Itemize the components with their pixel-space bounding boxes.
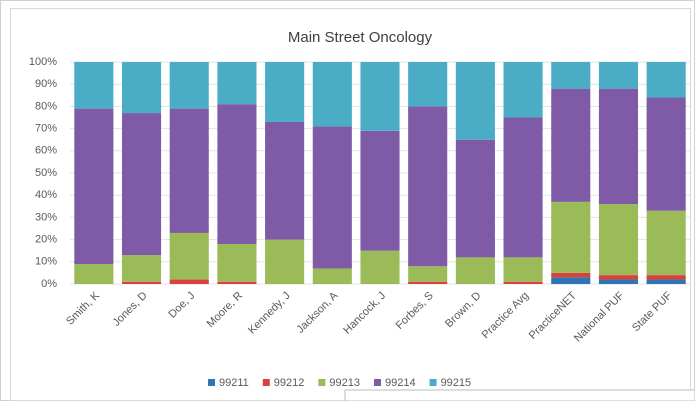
bar-segment xyxy=(312,268,352,284)
bar-segment xyxy=(598,279,639,284)
overlay-box xyxy=(344,389,695,401)
bar-segment xyxy=(360,250,400,284)
bar-segment xyxy=(360,130,400,251)
legend-swatch xyxy=(429,379,437,386)
bar-segment xyxy=(646,210,686,276)
bar-segment xyxy=(408,281,448,284)
bar-segment xyxy=(455,257,495,284)
bar-segment xyxy=(265,62,305,122)
bar-segment xyxy=(74,62,114,109)
y-tick-label: 90% xyxy=(35,78,57,90)
bar-segment xyxy=(121,255,162,282)
legend-swatch xyxy=(262,379,270,386)
bar-segment xyxy=(551,277,591,284)
y-tick-label: 30% xyxy=(35,211,57,223)
bar-segment xyxy=(169,279,209,284)
y-tick-label: 60% xyxy=(35,145,57,157)
bar-segment xyxy=(551,272,591,278)
bar-segment xyxy=(169,62,209,109)
y-tick-label: 0% xyxy=(41,278,57,290)
y-tick-label: 50% xyxy=(35,167,57,179)
bar-segment xyxy=(312,62,352,127)
y-tick-label: 70% xyxy=(35,123,57,135)
chart-title: Main Street Oncology xyxy=(288,29,433,46)
bar-segment xyxy=(408,106,448,267)
bar-segment xyxy=(217,281,257,284)
bar-segment xyxy=(598,204,639,276)
bar-segment xyxy=(551,88,591,202)
legend-swatch xyxy=(373,379,381,386)
y-tick-label: 100% xyxy=(29,56,57,68)
bar-segment xyxy=(551,62,591,89)
bar-segment xyxy=(74,108,114,265)
legend-label: 99212 xyxy=(274,377,305,389)
bar-segment xyxy=(74,264,114,284)
bar-segment xyxy=(598,88,639,205)
bar-segment xyxy=(503,257,543,282)
bar-segment xyxy=(646,279,686,284)
bar-segment xyxy=(646,97,686,211)
y-tick-label: 10% xyxy=(35,256,57,268)
legend-label: 99214 xyxy=(385,377,416,389)
bar-segment xyxy=(121,113,162,256)
bar-segment xyxy=(217,62,257,105)
y-tick-label: 40% xyxy=(35,189,57,201)
bar-segment xyxy=(455,139,495,258)
bar-segment xyxy=(121,281,162,284)
bar-segment xyxy=(265,239,305,284)
bar-segment xyxy=(217,244,257,282)
bar-segment xyxy=(169,232,209,280)
bar-segment xyxy=(455,62,495,140)
legend-label: 99211 xyxy=(219,377,249,389)
bar-segment xyxy=(503,117,543,258)
bar-segment xyxy=(360,62,400,131)
bar-segment xyxy=(598,275,639,280)
bar-segment xyxy=(121,62,162,114)
bar-segment xyxy=(408,266,448,282)
bar-segment xyxy=(646,62,686,98)
legend-label: 99215 xyxy=(441,377,472,389)
legend-swatch xyxy=(318,379,326,386)
legend-swatch xyxy=(208,379,215,386)
bar-segment xyxy=(598,62,639,89)
bar-segment xyxy=(646,275,686,280)
y-tick-label: 80% xyxy=(35,100,57,112)
bar-segment xyxy=(217,104,257,245)
y-tick-label: 20% xyxy=(35,234,57,246)
bar-segment xyxy=(503,281,543,284)
bar-segment xyxy=(551,201,591,273)
bar-segment xyxy=(265,121,305,240)
legend-label: 99213 xyxy=(329,377,360,389)
bar-segment xyxy=(408,62,448,107)
bar-segment xyxy=(169,108,209,233)
bar-segment xyxy=(503,62,543,118)
bar-segment xyxy=(312,126,352,269)
